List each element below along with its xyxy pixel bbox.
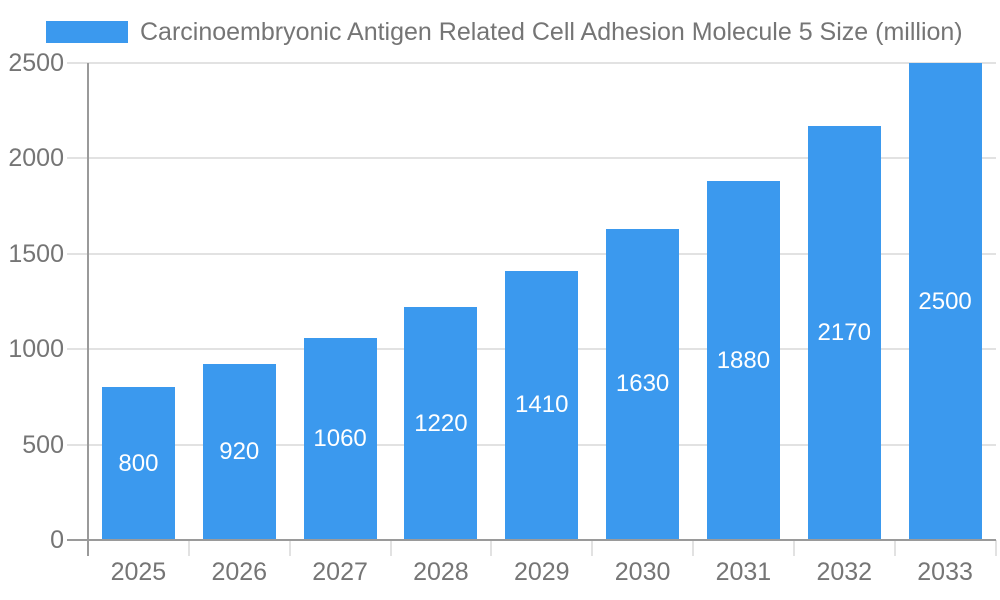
y-axis-tick-label: 500 [22,430,64,459]
y-axis-line [87,63,89,556]
gridline-y-1500 [67,252,996,255]
bar-value-label-2031: 1880 [716,346,771,374]
bar-2028 [404,307,478,540]
x-axis-tick [692,540,694,556]
y-axis-tick-label: 2500 [8,49,64,77]
bar-value-label-2033: 2500 [918,287,972,315]
bar-2027 [303,337,377,540]
bar-value-label-2027: 1060 [313,424,367,452]
x-axis-label-2030: 2030 [614,558,671,586]
gridline-y-2000 [67,157,996,160]
bar-2029 [505,270,579,540]
y-axis-tick-label: 0 [50,526,64,554]
x-axis-label-2029: 2029 [513,558,570,586]
bar-value-label-2026: 920 [219,438,260,466]
x-axis-label-2026: 2026 [211,558,268,586]
x-axis-label-2032: 2032 [816,558,873,586]
bar-value-label-2028: 1220 [414,409,468,437]
x-axis-label-2031: 2031 [715,558,772,586]
legend-swatch [46,21,128,43]
x-axis-tick [893,540,896,556]
x-axis-label-2028: 2028 [413,558,469,586]
bar-2025 [101,387,175,540]
x-axis-label-2033: 2033 [917,558,973,586]
bar-value-label-2030: 1630 [615,370,670,398]
x-axis-tick [591,540,594,556]
bar-2032 [807,125,881,540]
gridline-y-2500 [67,62,996,64]
x-axis-label-2025: 2025 [110,558,167,586]
x-axis-tick [490,540,493,556]
bar-value-label-2025: 800 [118,449,159,477]
bar-2030 [606,228,680,540]
x-axis-tick [792,540,795,556]
y-axis-tick-label: 2000 [8,144,64,173]
x-axis-tick [994,540,997,556]
bar-2031 [706,181,780,540]
y-axis-tick-label: 1000 [8,335,64,364]
bar-value-label-2032: 2170 [817,318,871,346]
x-axis-label-2027: 2027 [312,558,368,586]
x-axis-line [67,539,996,541]
bar-value-label-2029: 1410 [515,391,569,419]
bar-2033 [908,63,982,540]
x-axis-tick [288,540,291,556]
bar-2026 [202,364,276,540]
y-axis-tick-label: 1500 [8,239,64,268]
x-axis-tick [389,540,392,556]
x-axis-tick [187,540,190,556]
chart-title: Carcinoembryonic Antigen Related Cell Ad… [140,17,963,46]
legend: Carcinoembryonic Antigen Related Cell Ad… [46,18,963,46]
